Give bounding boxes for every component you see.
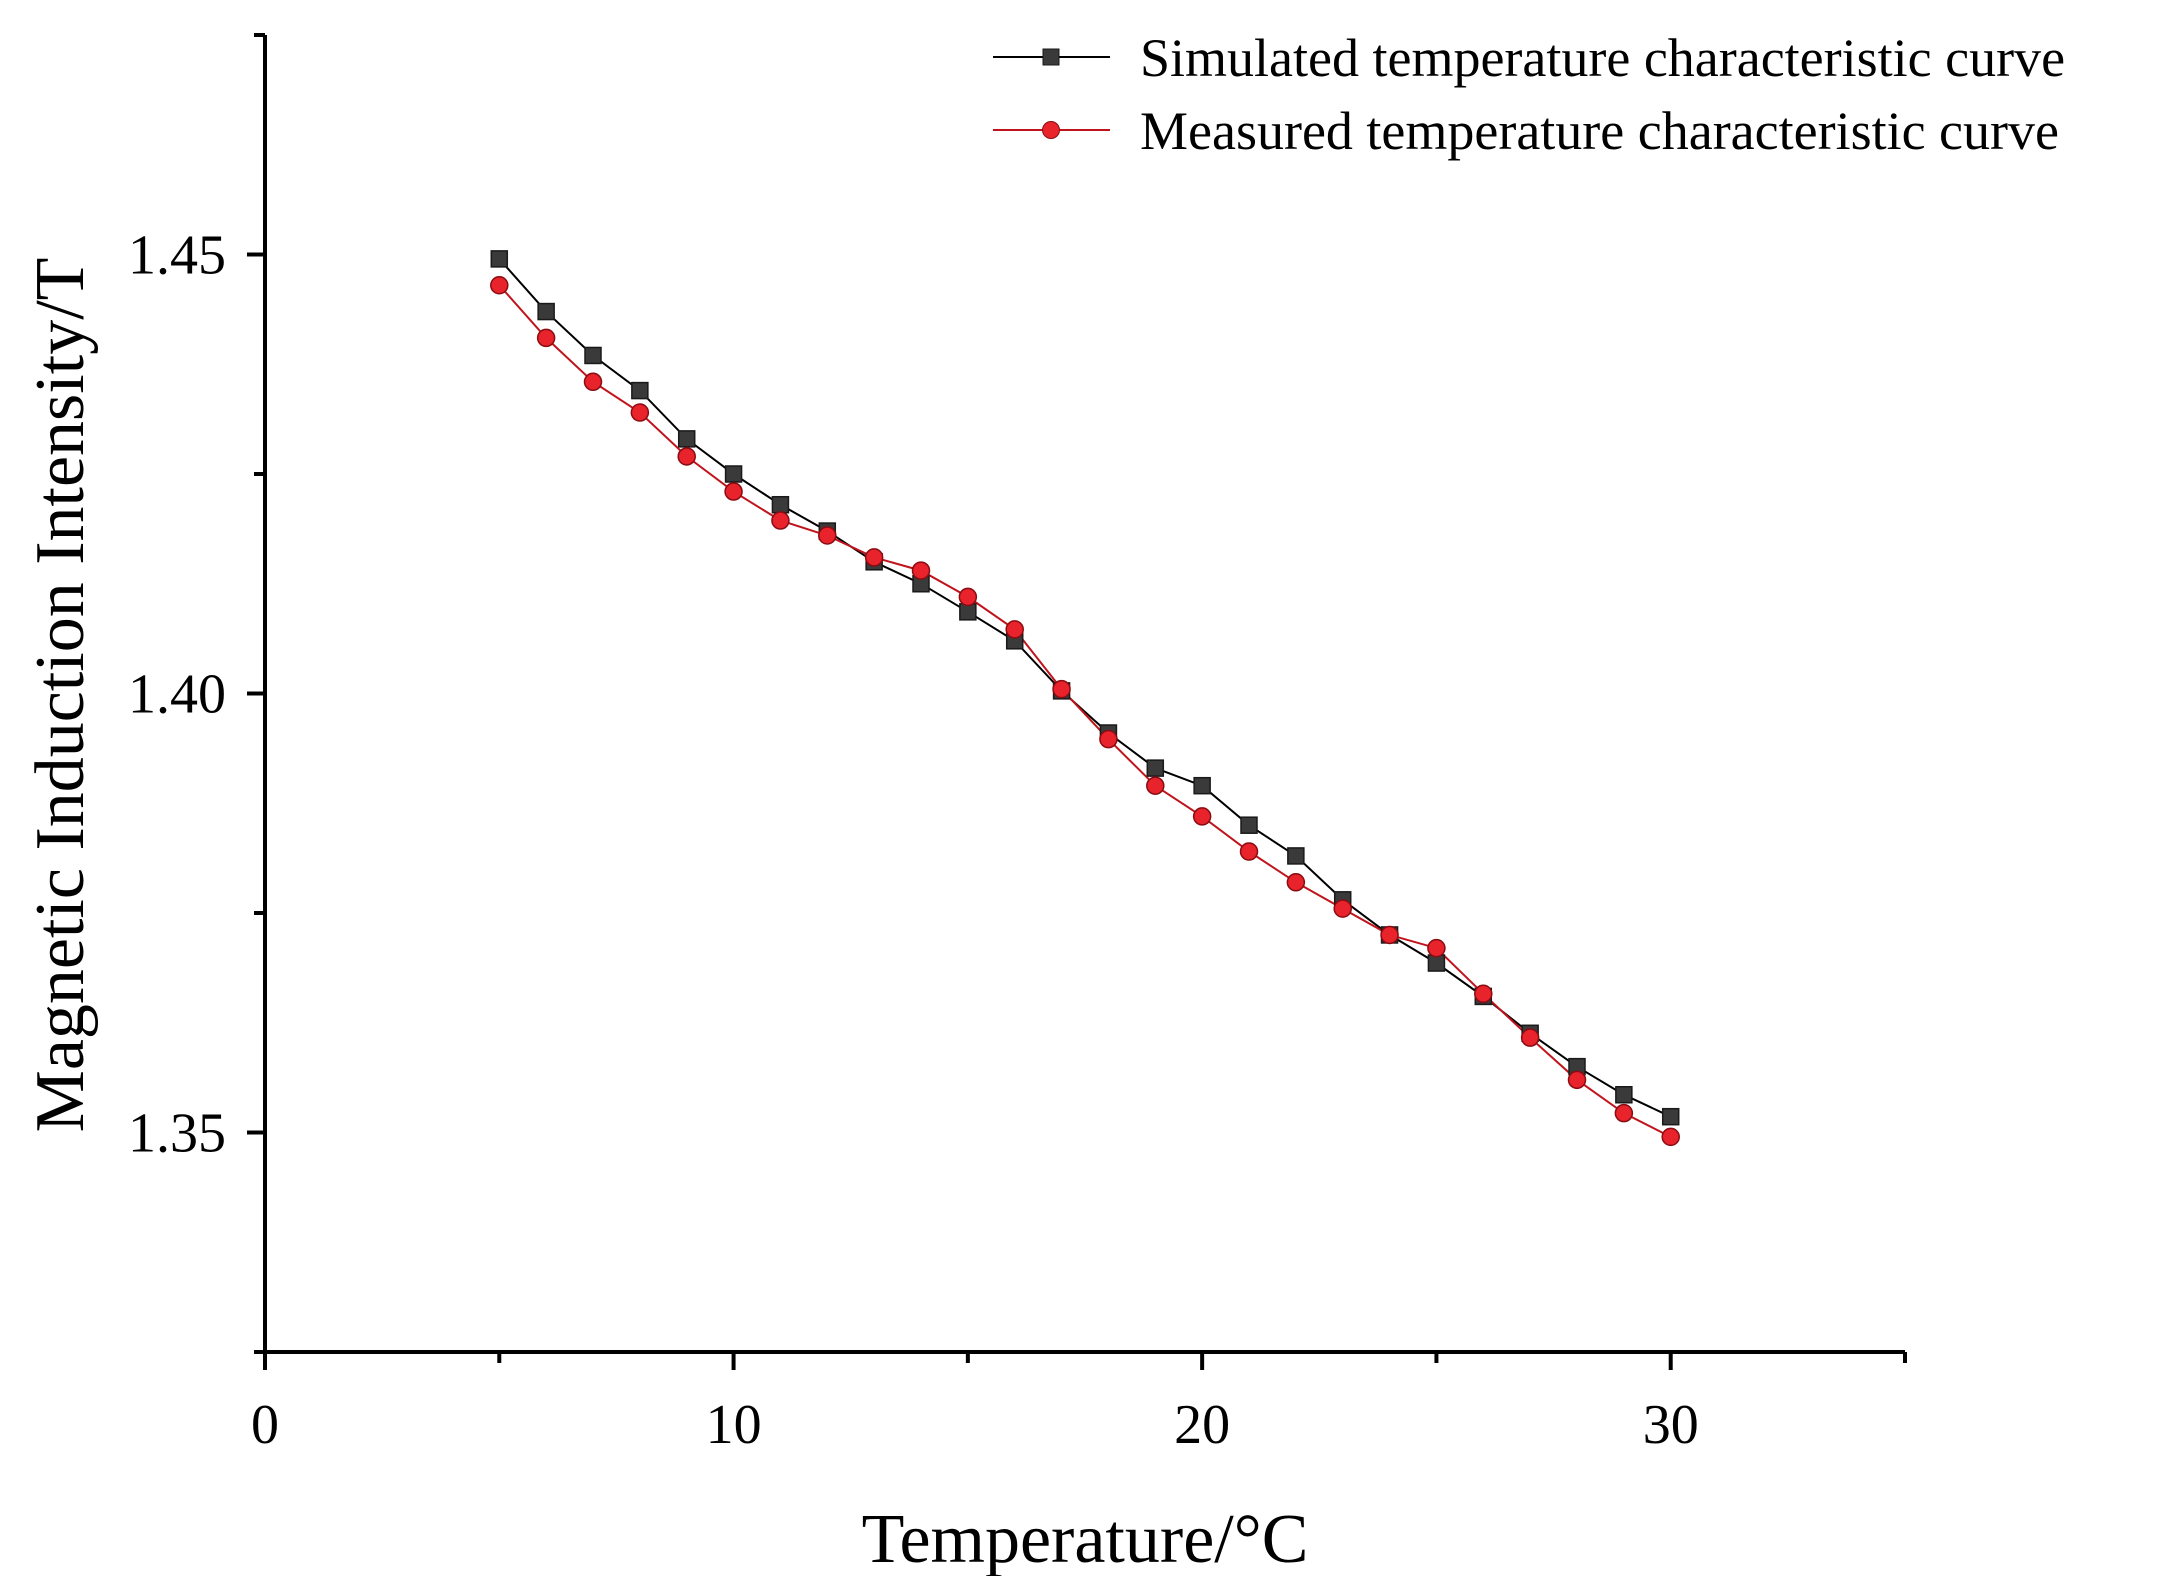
x-tick-label: 20 — [1174, 1394, 1230, 1456]
data-point-simulated — [1287, 847, 1305, 865]
data-point-measured — [1567, 1070, 1587, 1090]
data-point-measured — [1474, 984, 1493, 1004]
legend: Simulated temperature characteristic cur… — [993, 28, 2065, 161]
data-point-simulated — [584, 346, 602, 365]
data-point-simulated — [490, 250, 509, 268]
series-line-simulated — [498, 258, 1672, 1118]
data-point-measured — [1614, 1103, 1634, 1123]
data-point-measured — [1239, 842, 1259, 861]
axes — [263, 35, 1905, 1354]
data-point-simulated — [1661, 1107, 1680, 1126]
x-tick-label: 0 — [251, 1394, 279, 1456]
data-point-measured — [1099, 729, 1118, 749]
data-point-measured — [630, 403, 650, 422]
data-point-measured — [1005, 620, 1024, 639]
y-tick-label: 1.45 — [128, 225, 226, 287]
data-point-measured — [677, 447, 696, 466]
y-tick-label: 1.35 — [128, 1103, 226, 1165]
x-tick-label: 10 — [706, 1394, 762, 1456]
data-point-measured — [1286, 873, 1306, 892]
data-point-measured — [1333, 899, 1352, 918]
data-point-measured — [864, 548, 884, 567]
data-point-measured — [1661, 1127, 1680, 1147]
data-point-measured — [490, 275, 509, 295]
series-line-measured — [498, 284, 1672, 1138]
data-point-measured — [1520, 1028, 1540, 1047]
data-point-measured — [1380, 925, 1399, 945]
data-point-measured — [724, 482, 743, 501]
y-axis-title: Magnetic Induction Intensity/T — [22, 258, 99, 1133]
data-point-simulated — [959, 603, 977, 621]
data-point-simulated — [1146, 759, 1165, 777]
data-point-measured — [536, 328, 556, 348]
y-tick-label: 1.40 — [128, 664, 226, 726]
data-point-simulated — [537, 302, 555, 321]
legend-marker-measured — [1042, 121, 1060, 139]
data-point-measured — [1192, 807, 1212, 826]
data-point-simulated — [677, 430, 696, 448]
data-point-measured — [818, 526, 837, 545]
data-point-measured — [583, 372, 603, 392]
data-point-measured — [771, 511, 790, 530]
data-point-simulated — [631, 381, 649, 400]
data-point-simulated — [1193, 776, 1211, 795]
data-point-measured — [1052, 679, 1071, 699]
data-point-measured — [958, 587, 978, 607]
series-layer — [490, 250, 1680, 1147]
ticks: 0 10 20 30 1.35 1.40 1.45 — [128, 33, 1907, 1456]
legend-marker-simulated — [1042, 48, 1060, 66]
data-point-simulated — [1427, 954, 1446, 972]
data-point-measured — [1427, 938, 1446, 958]
data-point-measured — [911, 561, 931, 580]
data-point-simulated — [724, 465, 743, 483]
data-point-simulated — [1615, 1085, 1633, 1104]
x-axis-title: Temperature/°C — [862, 1501, 1309, 1576]
legend-label-simulated: Simulated temperature characteristic cur… — [1140, 28, 2065, 88]
data-point-simulated — [771, 495, 790, 514]
legend-label-measured: Measured temperature characteristic curv… — [1140, 101, 2059, 161]
data-point-measured — [1146, 776, 1165, 795]
data-point-simulated — [1240, 816, 1258, 834]
x-tick-label: 30 — [1643, 1394, 1699, 1456]
legend-item-measured: Measured temperature characteristic curv… — [993, 101, 2059, 161]
legend-item-simulated: Simulated temperature characteristic cur… — [993, 28, 2065, 88]
